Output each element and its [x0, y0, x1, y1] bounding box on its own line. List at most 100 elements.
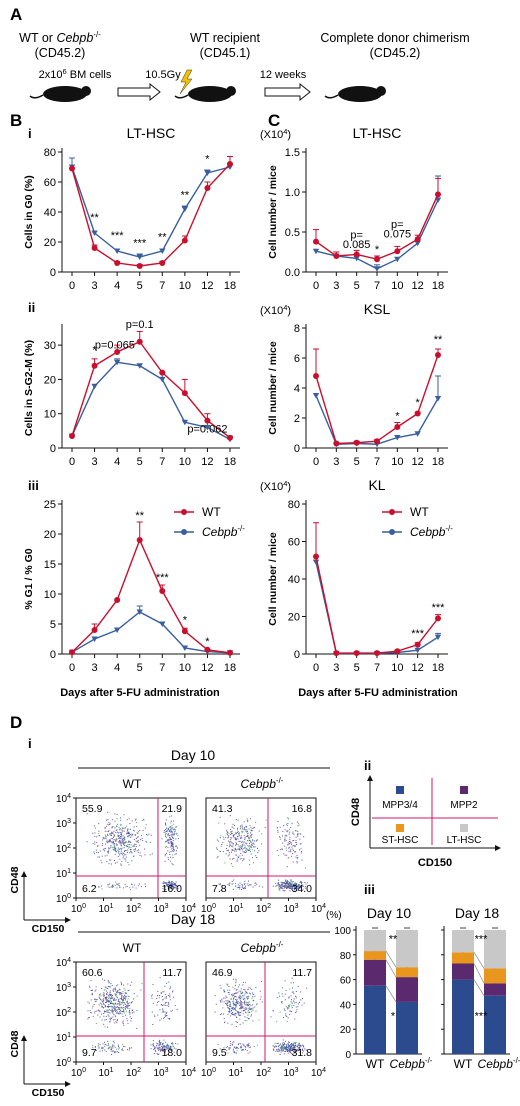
event-dot [127, 990, 129, 992]
event-dot [115, 847, 117, 849]
event-dot [284, 840, 286, 842]
x-tick-label: 104 [311, 903, 326, 915]
event-dot [108, 1015, 110, 1017]
event-dot [249, 839, 251, 841]
event-dot [242, 851, 244, 853]
event-dot [304, 1048, 306, 1050]
event-dot [295, 1001, 297, 1003]
event-dot [300, 885, 302, 887]
event-dot [235, 832, 237, 834]
event-dot [108, 849, 110, 851]
event-dot [232, 865, 234, 867]
event-dot [244, 885, 246, 887]
event-dot [124, 827, 126, 829]
y-axis-label: Cell number / mice [267, 165, 279, 259]
event-dot [297, 1003, 299, 1005]
event-dot [121, 852, 123, 854]
event-dot [297, 835, 299, 837]
flow-label-wt: WT [123, 941, 142, 955]
event-dot [114, 884, 116, 886]
event-dot [264, 826, 266, 828]
bar-segment [364, 930, 386, 952]
event-dot [167, 885, 169, 887]
y-tick-label: 0.5 [285, 227, 300, 239]
event-dot [112, 833, 114, 835]
event-dot [90, 980, 92, 982]
event-dot [163, 882, 165, 884]
event-dot [285, 840, 287, 842]
annotation: * [395, 411, 400, 423]
event-dot [230, 831, 232, 833]
flow-ylabel: CD48 [9, 1030, 21, 1057]
event-dot [256, 856, 258, 858]
event-dot [114, 1015, 116, 1017]
event-dot [277, 882, 279, 884]
data-point [136, 537, 143, 543]
event-dot [286, 831, 288, 833]
event-dot [128, 989, 130, 991]
event-dot [222, 1013, 224, 1015]
event-dot [247, 840, 249, 842]
event-dot [110, 982, 112, 984]
event-dot [240, 1004, 242, 1006]
event-dot [122, 1050, 124, 1052]
event-dot [171, 842, 173, 844]
event-dot [130, 836, 132, 838]
event-dot [228, 1048, 230, 1050]
x-tick-label: 7 [374, 662, 380, 674]
x-tick-label: 102 [126, 903, 141, 915]
event-dot [118, 1013, 120, 1015]
event-dot [129, 984, 131, 986]
event-dot [233, 1051, 235, 1053]
event-dot [235, 833, 237, 835]
event-dot [112, 1012, 114, 1014]
event-dot [167, 1047, 169, 1049]
event-dot [121, 1013, 123, 1015]
event-dot [114, 1022, 116, 1024]
x-tick-label: 104 [311, 1067, 326, 1079]
data-point [91, 245, 98, 251]
event-dot [276, 1049, 278, 1051]
event-dot [290, 995, 292, 997]
event-dot [170, 838, 172, 840]
quadrant-value-lr: 31.8 [292, 1047, 313, 1059]
event-dot [284, 1045, 286, 1047]
event-dot [101, 842, 103, 844]
event-dot [127, 998, 129, 1000]
event-dot [278, 1048, 280, 1050]
event-dot [162, 1047, 164, 1049]
event-dot [245, 829, 247, 831]
event-dot [295, 836, 297, 838]
event-dot [110, 1017, 112, 1019]
event-dot [291, 1045, 293, 1047]
event-dot [122, 887, 124, 889]
event-dot [141, 855, 143, 857]
event-dot [228, 883, 230, 885]
event-dot [122, 1002, 124, 1004]
event-dot [291, 855, 293, 857]
data-point [136, 338, 143, 345]
event-dot [246, 1004, 248, 1006]
event-dot [235, 1004, 237, 1006]
event-dot [173, 888, 175, 890]
event-dot [117, 1044, 119, 1046]
event-dot [240, 1001, 242, 1003]
legend-marker-wt [389, 509, 395, 515]
event-dot [291, 991, 293, 993]
event-dot [101, 988, 103, 990]
event-dot [110, 837, 112, 839]
event-dot [166, 884, 168, 886]
event-dot [289, 884, 291, 886]
event-dot [96, 842, 98, 844]
data-point [113, 359, 121, 366]
event-dot [235, 989, 237, 991]
event-dot [160, 1049, 162, 1051]
event-dot [91, 1045, 93, 1047]
event-dot [233, 836, 235, 838]
event-dot [164, 985, 166, 987]
event-dot [229, 838, 231, 840]
event-dot [239, 1007, 241, 1009]
event-dot [248, 1008, 250, 1010]
event-dot [110, 1005, 112, 1007]
event-dot [122, 1000, 124, 1002]
